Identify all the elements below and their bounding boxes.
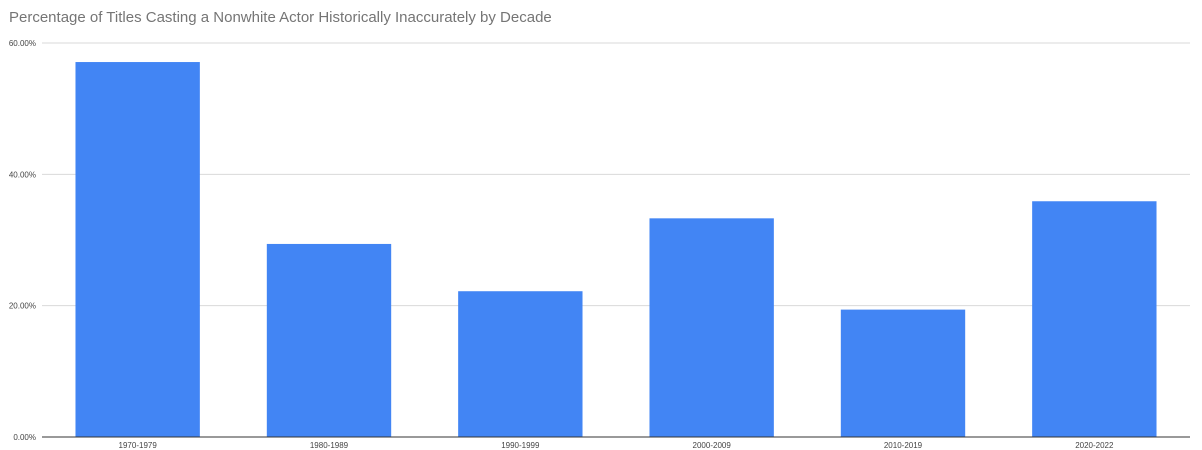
x-axis-ticks: 1970-1979 1980-1989 1990-1999 2000-2009 2010… [119,441,1114,450]
x-tick-label: 1980-1989 [310,441,349,450]
chart-title: Percentage of Titles Casting a Nonwhite … [9,9,552,26]
bar-1970-1979 [75,62,200,437]
bar-1990-1999 [458,291,583,437]
bar-1980-1989 [266,243,392,437]
x-tick-label: 2020-2022 [1075,441,1114,450]
x-tick-label: 2010-2019 [884,441,923,450]
y-tick-label: 40.00% [9,170,36,179]
y-tick-label: 20.00% [9,302,36,311]
x-tick-label: 1970-1979 [119,441,158,450]
y-axis-ticks: 0.00% 20.00% 40.00% 60.00% [9,39,36,442]
x-tick-label: 1990-1999 [501,441,540,450]
bar-2000-2009 [649,218,774,437]
x-tick-label: 2000-2009 [693,441,732,450]
bar-2010-2019 [840,309,966,437]
y-tick-label: 60.00% [9,39,36,48]
gridlines [42,42,1190,307]
bar-2020-2022 [1032,201,1157,437]
bars [75,62,1157,437]
y-tick-label: 0.00% [13,433,36,442]
